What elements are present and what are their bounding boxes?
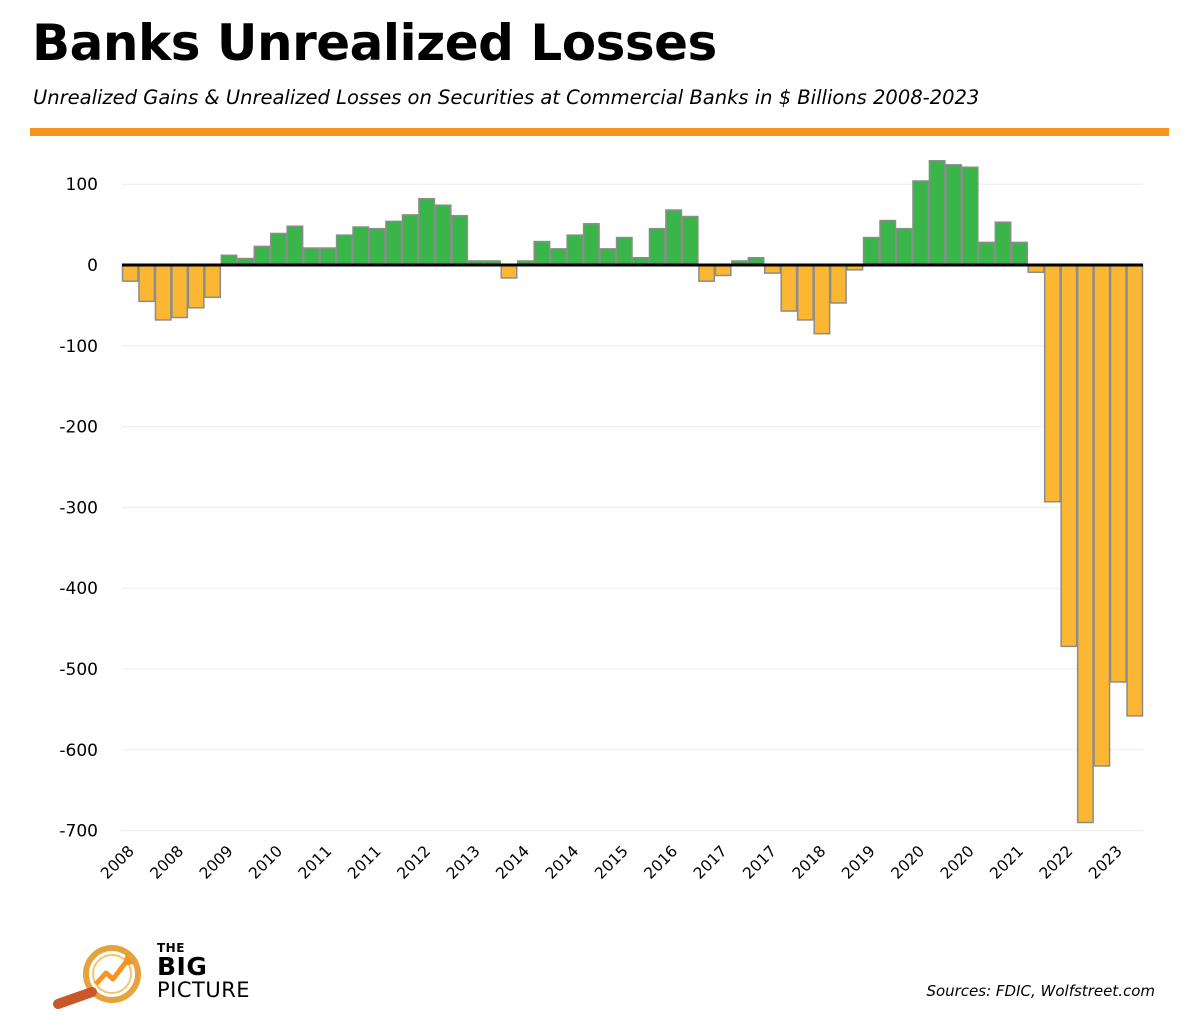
gain-bar xyxy=(418,197,436,266)
gain-bar xyxy=(253,245,271,266)
accent-rule xyxy=(30,128,1169,136)
x-tick-label: 2019 xyxy=(838,842,879,883)
x-tick-label: 2008 xyxy=(147,842,188,883)
y-tick-label: -200 xyxy=(59,418,98,438)
gain-bar xyxy=(978,241,996,266)
loss-bar xyxy=(1126,264,1144,717)
loss-bar xyxy=(829,264,847,304)
loss-bar xyxy=(204,264,222,299)
x-tick-label: 2011 xyxy=(344,842,385,883)
gain-bar xyxy=(434,204,452,266)
x-tick-label: 2016 xyxy=(641,842,682,883)
x-tick-label: 2017 xyxy=(739,842,780,883)
gain-bar xyxy=(566,234,584,266)
gain-bar xyxy=(319,247,337,266)
loss-bar xyxy=(780,264,798,312)
x-tick-label: 2011 xyxy=(295,842,336,883)
y-tick-label: -500 xyxy=(59,660,98,680)
gain-bar xyxy=(401,214,419,266)
gain-bar xyxy=(599,248,617,266)
loss-bar xyxy=(500,264,518,279)
x-tick-label: 2020 xyxy=(937,842,978,883)
loss-bar xyxy=(171,264,189,319)
gain-bar xyxy=(879,219,897,266)
logo-text-the: THE xyxy=(157,941,185,955)
gain-bar xyxy=(681,215,699,266)
x-tick-label: 2014 xyxy=(542,842,583,883)
loss-bar xyxy=(1093,264,1111,767)
y-tick-label: -600 xyxy=(59,741,98,761)
x-tick-label: 2013 xyxy=(443,842,484,883)
gain-bar xyxy=(368,227,386,266)
x-tick-label: 2017 xyxy=(690,842,731,883)
y-tick-label: 0 xyxy=(87,256,98,276)
x-tick-label: 2021 xyxy=(986,842,1027,883)
loss-bar xyxy=(1060,264,1078,648)
gain-bar xyxy=(335,234,353,266)
loss-bar xyxy=(796,264,814,321)
x-tick-label: 2008 xyxy=(97,842,138,883)
loss-bar xyxy=(813,264,831,335)
gain-bar xyxy=(928,160,946,266)
loss-bar xyxy=(154,264,172,321)
y-tick-label: 100 xyxy=(66,175,98,195)
gain-bar xyxy=(533,240,551,266)
gain-bar xyxy=(549,248,567,266)
gain-bar xyxy=(352,226,370,266)
gain-bar xyxy=(994,221,1012,266)
source-note: Sources: FDIC, Wolfstreet.com xyxy=(926,982,1155,1000)
x-tick-label: 2022 xyxy=(1036,842,1077,883)
loss-bar xyxy=(1109,264,1127,683)
y-tick-label: -400 xyxy=(59,579,98,599)
gain-bar xyxy=(665,209,683,266)
gain-bar xyxy=(286,225,304,266)
x-tick-label: 2015 xyxy=(591,842,632,883)
gain-bar xyxy=(1011,241,1028,266)
gain-bar xyxy=(912,180,930,266)
the-big-picture-logo: THE BIG PICTURE xyxy=(46,940,276,1010)
gain-bar xyxy=(385,220,403,266)
gain-bar xyxy=(451,214,469,266)
loss-bar xyxy=(714,264,732,277)
x-tick-label: 2018 xyxy=(789,842,830,883)
chart-magnifier-icon xyxy=(53,945,141,1009)
y-tick-label: -300 xyxy=(59,498,98,518)
logo-text-picture: PICTURE xyxy=(157,978,251,1002)
chart-title: Banks Unrealized Losses xyxy=(32,14,717,72)
x-tick-label: 2010 xyxy=(245,842,286,883)
gain-bar xyxy=(582,223,600,266)
y-tick-label: -100 xyxy=(59,337,98,357)
x-tick-label: 2020 xyxy=(888,842,929,883)
gain-bar xyxy=(302,247,320,266)
loss-bar xyxy=(1076,264,1094,824)
x-tick-label: 2023 xyxy=(1085,842,1126,883)
loss-bar xyxy=(121,264,139,282)
loss-bar xyxy=(187,264,205,309)
loss-bar xyxy=(698,264,716,282)
y-tick-label: -700 xyxy=(59,822,98,842)
gain-bar xyxy=(862,236,880,266)
gain-bar xyxy=(269,232,287,266)
x-tick-label: 2012 xyxy=(394,842,435,883)
gain-bar xyxy=(945,164,963,266)
gain-bar xyxy=(648,227,666,266)
gain-bar xyxy=(961,166,979,266)
chart-subtitle: Unrealized Gains & Unrealized Losses on … xyxy=(33,86,980,109)
logo-text-big: BIG xyxy=(157,952,208,981)
gain-bar xyxy=(615,236,633,266)
loss-bar xyxy=(1043,264,1061,503)
x-tick-label: 2009 xyxy=(196,842,237,883)
gain-bar xyxy=(895,227,913,266)
x-tick-label: 2014 xyxy=(492,842,533,883)
loss-bar xyxy=(138,264,156,303)
